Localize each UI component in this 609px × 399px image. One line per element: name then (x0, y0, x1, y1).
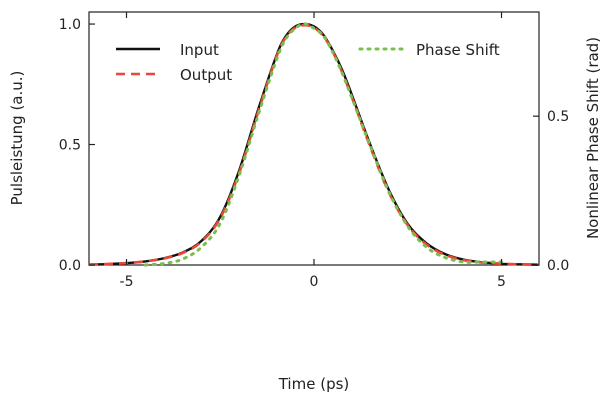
x-axis-title: Time (ps) (278, 375, 350, 393)
y-left-axis-title: Pulsleistung (a.u.) (8, 71, 26, 206)
y-right-axis-title: Nonlinear Phase Shift (rad) (584, 37, 602, 239)
y-right-tick-label: 0.5 (547, 109, 569, 125)
x-tick-label: -5 (120, 274, 134, 290)
legend-phase-shift-label: Phase Shift (416, 41, 500, 59)
x-tick-label: 0 (310, 274, 319, 290)
y-right-tick-label: 0.0 (547, 258, 569, 274)
y-left-tick-label: 0.0 (59, 258, 81, 274)
series-layer (88, 22, 540, 267)
x-tick-label: 5 (497, 274, 506, 290)
legend-input-label: Input (180, 41, 219, 59)
series-input-line (88, 22, 540, 266)
legend: Input Output Phase Shift (116, 41, 500, 84)
series-output-line (88, 23, 540, 267)
y-left-tick-label: 0.5 (59, 138, 81, 154)
legend-output-label: Output (180, 66, 232, 84)
axes-layer: -5 0 5 0.0 0.5 1.0 0.0 0.5 (59, 12, 569, 290)
y-left-tick-label: 1.0 (59, 17, 81, 33)
series-phase-shift-line (143, 22, 503, 267)
